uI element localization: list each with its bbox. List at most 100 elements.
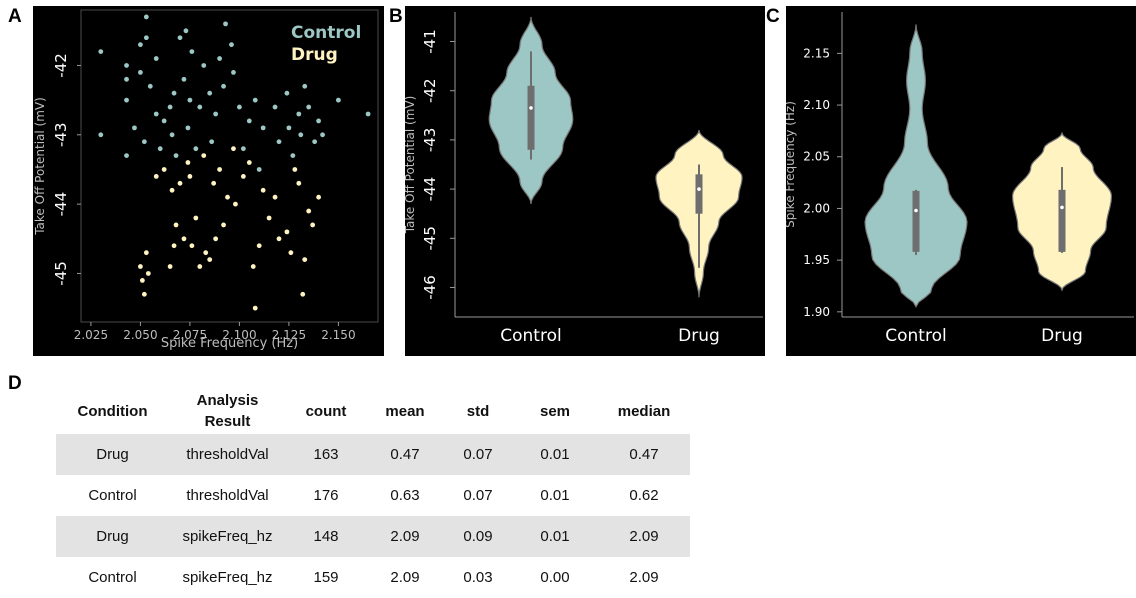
x-tick-label: 2.150 [321,328,355,342]
y-tick-label: -43 [421,128,439,153]
table-cell: thresholdVal [186,487,269,504]
legend-item-drug: Drug [291,45,338,65]
data-point-control [181,76,187,82]
data-point-drug [246,160,252,165]
table-cell: spikeFreq_hz [182,569,273,586]
data-point-control [167,104,173,110]
data-point-control [237,104,242,110]
data-point-control [365,111,371,117]
x-category-label: Drug [678,326,720,346]
table-row: Drug spikeFreq_hz 148 2.09 0.09 0.01 2.0… [56,516,690,557]
data-point-drug [213,236,219,242]
data-point-control [153,111,159,117]
data-point-control [189,49,195,54]
data-point-control [217,56,223,61]
median-dot-drug [697,187,701,191]
analysis-table: Condition Analysis Result count mean std… [56,388,690,598]
data-point-drug [276,236,282,242]
data-point-control [187,97,193,103]
data-point-drug [296,180,302,186]
median-dot-drug [1060,205,1064,210]
table-cell: 2.09 [629,569,659,586]
table-cell: 0.07 [463,487,493,504]
data-point-drug [284,229,290,235]
y-tick-label: -44 [421,177,439,202]
data-point-drug [185,160,191,165]
y-tick-label: -46 [421,275,439,300]
table-cell: 0.03 [463,569,493,586]
data-point-control [143,14,149,20]
data-point-drug [252,305,258,311]
data-point-control [138,42,143,48]
column-header-label: Analysis Result [196,392,259,430]
data-point-control [157,146,163,152]
data-point-control [336,97,341,103]
iqr-box-control [527,85,535,150]
column-header: sem [539,402,571,420]
y-tick-label: -42 [421,78,439,103]
data-point-drug [302,257,308,262]
data-point-control [296,111,302,117]
table-cell: spikeFreq_hz [169,516,286,557]
data-point-drug [225,194,230,200]
data-point-control [223,21,228,27]
data-point-control [193,146,199,152]
violin-panel-potential: -41 -42 -43 -44 -45 -46 Take Off Potential (mV… [405,6,765,356]
panel-label-d: D [8,373,22,394]
data-point-control [185,125,191,131]
table-cell: Drug [56,434,169,475]
data-point-control [290,153,296,159]
data-point-drug [250,264,256,269]
table-cell: 0.07 [444,434,512,475]
data-point-control [143,35,149,41]
column-header: mean [385,402,425,420]
data-point-drug [171,243,177,249]
y-tick-label: -45 [52,261,70,286]
data-point-drug [288,250,294,256]
data-point-control [207,90,213,96]
data-point-control [171,90,177,96]
y-tick-label: 2.10 [803,98,830,112]
data-point-drug [211,180,217,186]
data-point-control [252,97,258,103]
data-point-drug [189,243,195,249]
data-point-control [240,146,246,152]
data-point-drug [161,167,167,172]
panel-label-c: C [766,6,780,27]
data-point-control [284,90,290,96]
y-tick-label: -43 [52,123,70,148]
data-point-control [312,139,318,145]
y-axis-label: Spike Frequency (Hz) [786,101,797,228]
table-cell: 0.09 [444,516,512,557]
table-cell: 0.63 [390,487,420,504]
x-tick-label: 2.025 [74,328,108,342]
data-point-drug [310,222,316,228]
violin-control [864,24,968,308]
y-tick-label: -42 [52,53,70,78]
data-point-control [213,111,219,117]
scatter-panel: 2.025 2.050 2.075 2.100 2.125 2.150 -42 -43 -44 -… [33,6,384,356]
data-point-drug [306,208,312,214]
data-point-control [138,70,143,75]
data-point-control [124,97,129,103]
column-header: count [305,402,347,420]
data-point-control [320,132,325,138]
y-tick-label: 1.90 [803,305,830,319]
y-tick-label: -44 [52,192,70,217]
data-point-drug [217,167,223,172]
table-cell: Control [88,487,137,504]
data-point-drug [181,236,187,242]
data-point-drug [231,146,236,152]
panel-label-b: B [389,6,403,27]
y-axis-label: Take Off Potential (mV) [405,96,417,235]
x-category-label: Control [885,326,946,346]
data-point-drug [207,257,213,262]
table-cell: 0.00 [540,569,570,586]
table-cell: 0.47 [366,434,444,475]
x-tick-label: 2.075 [173,328,207,342]
data-point-drug [138,264,143,269]
data-point-control [124,63,129,68]
data-point-control [124,76,129,82]
data-point-control [298,132,304,138]
data-point-control [246,118,252,124]
